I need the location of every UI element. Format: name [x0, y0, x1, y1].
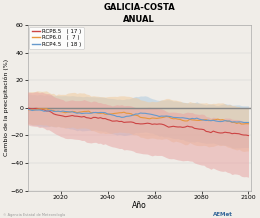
Legend: RCP8.5   ( 17 ), RCP6.0   (  7 ), RCP4.5   ( 18 ): RCP8.5 ( 17 ), RCP6.0 ( 7 ), RCP4.5 ( 18…: [29, 27, 83, 49]
Text: AEMet: AEMet: [213, 212, 233, 217]
Text: © Agencia Estatal de Meteorología: © Agencia Estatal de Meteorología: [3, 213, 65, 217]
X-axis label: Año: Año: [132, 201, 147, 210]
Title: GALICIA-COSTA
ANUAL: GALICIA-COSTA ANUAL: [103, 3, 175, 24]
Y-axis label: Cambio de la precipitación (%): Cambio de la precipitación (%): [3, 59, 9, 156]
